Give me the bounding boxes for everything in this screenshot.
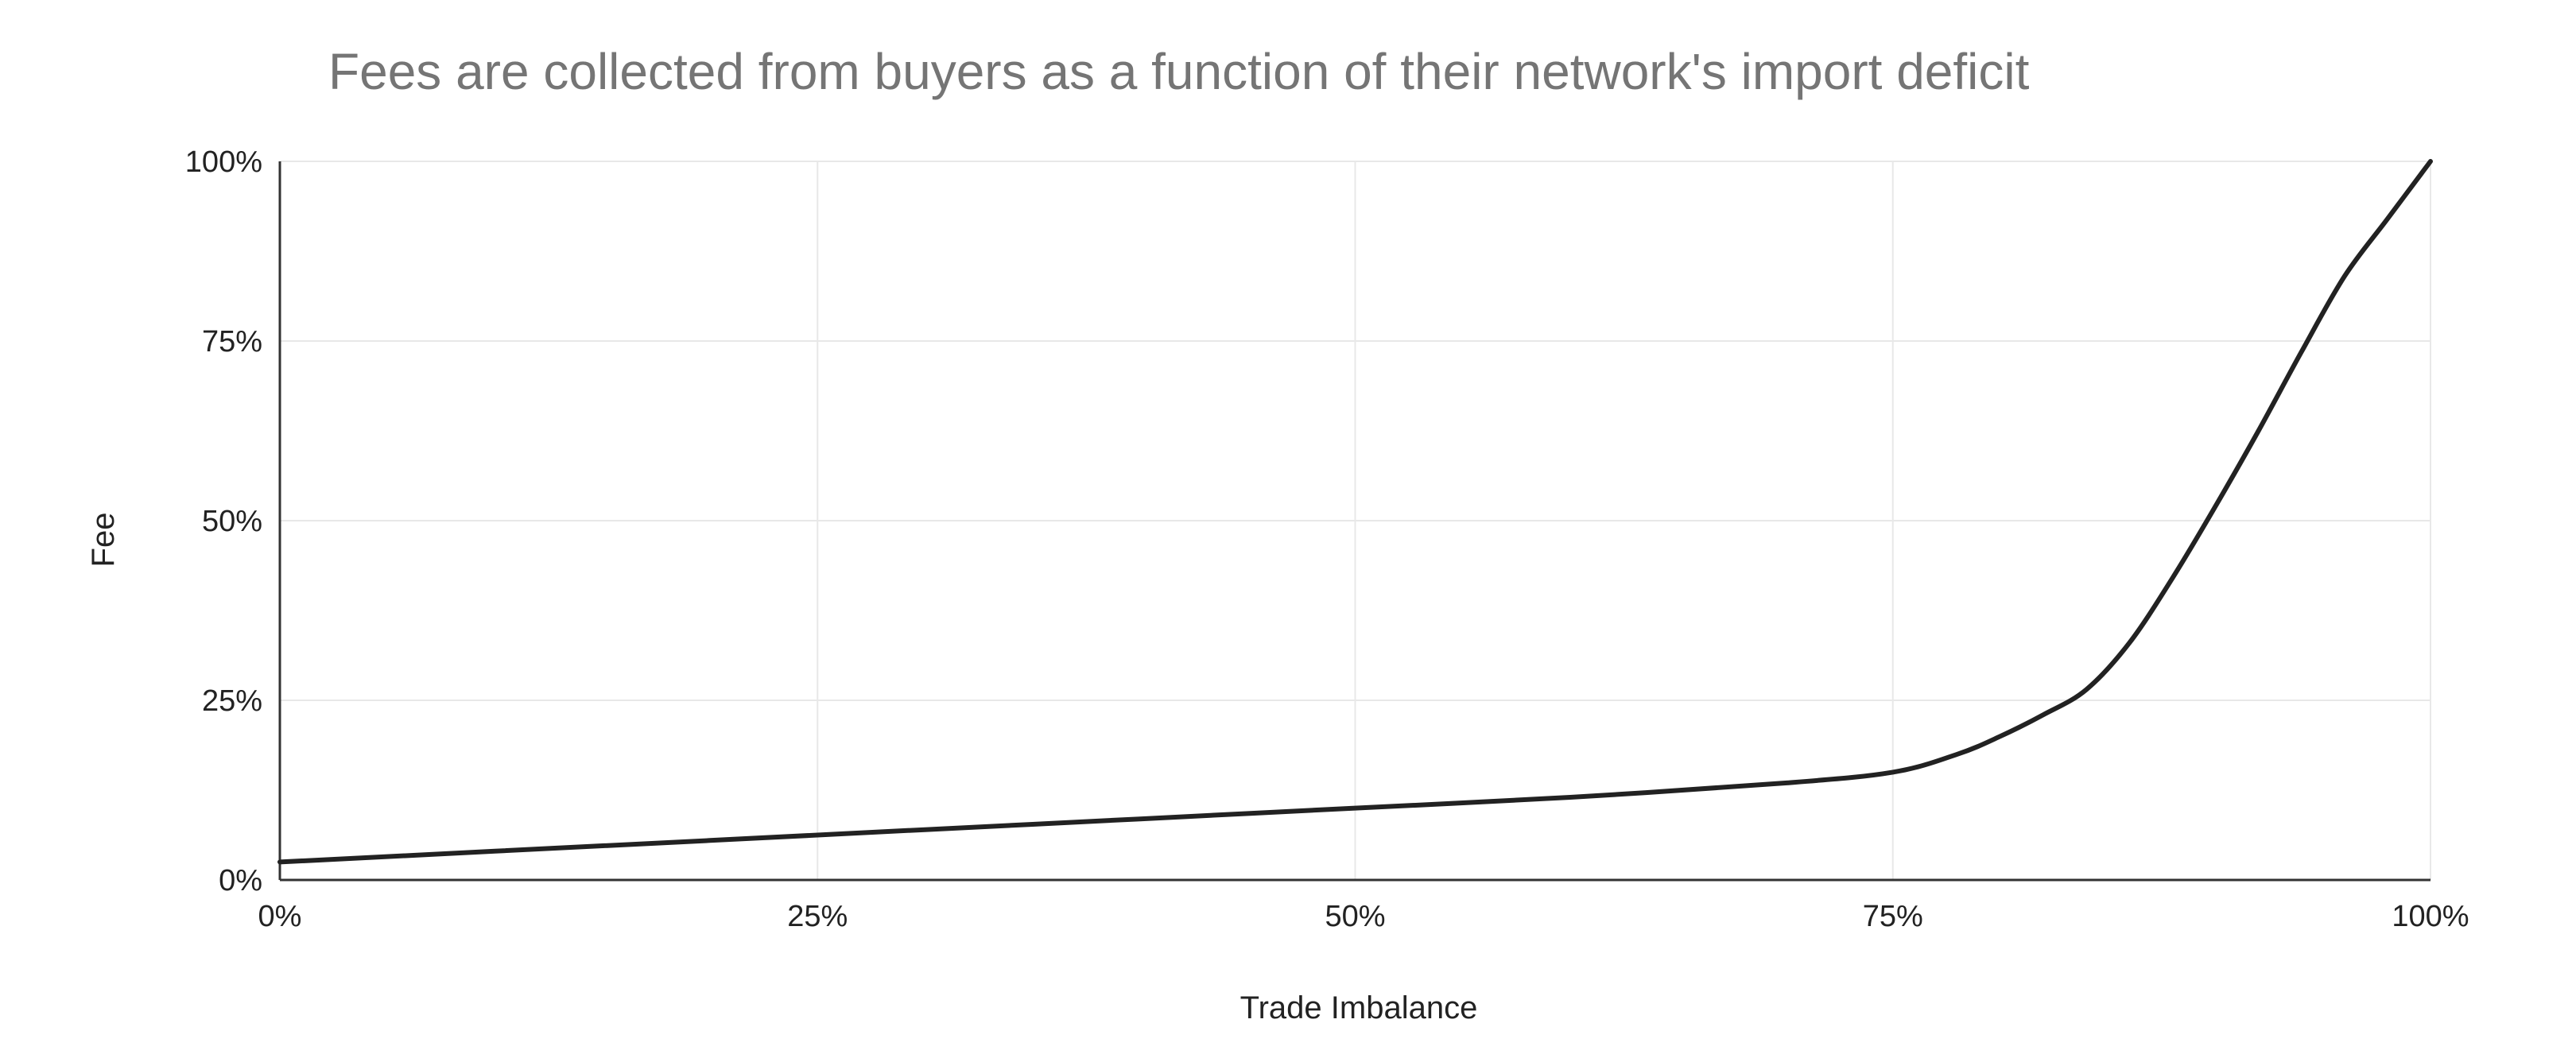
y-tick-label: 0% xyxy=(219,864,262,897)
gridlines xyxy=(280,161,2431,880)
chart-title: Fees are collected from buyers as a func… xyxy=(328,43,2030,100)
plot-area xyxy=(277,159,2433,865)
x-tick-label: 75% xyxy=(1863,900,1923,933)
y-tick-label: 75% xyxy=(202,325,262,359)
series-line-0 xyxy=(277,159,2433,865)
y-tick-label: 50% xyxy=(202,505,262,538)
y-tick-label: 100% xyxy=(185,145,262,179)
x-tick-label: 0% xyxy=(258,900,302,933)
axes xyxy=(278,161,2431,882)
y-axis-title: Fee xyxy=(86,513,121,568)
x-axis-title: Trade Imbalance xyxy=(1240,990,1478,1025)
y-tick-label: 25% xyxy=(202,684,262,718)
tick-labels: 0% 25% 50% 75% 100% 0% 25% 50% 75% 100% xyxy=(185,145,2469,933)
x-tick-label: 100% xyxy=(2392,900,2469,933)
x-tick-label: 25% xyxy=(787,900,848,933)
x-tick-label: 50% xyxy=(1325,900,1385,933)
